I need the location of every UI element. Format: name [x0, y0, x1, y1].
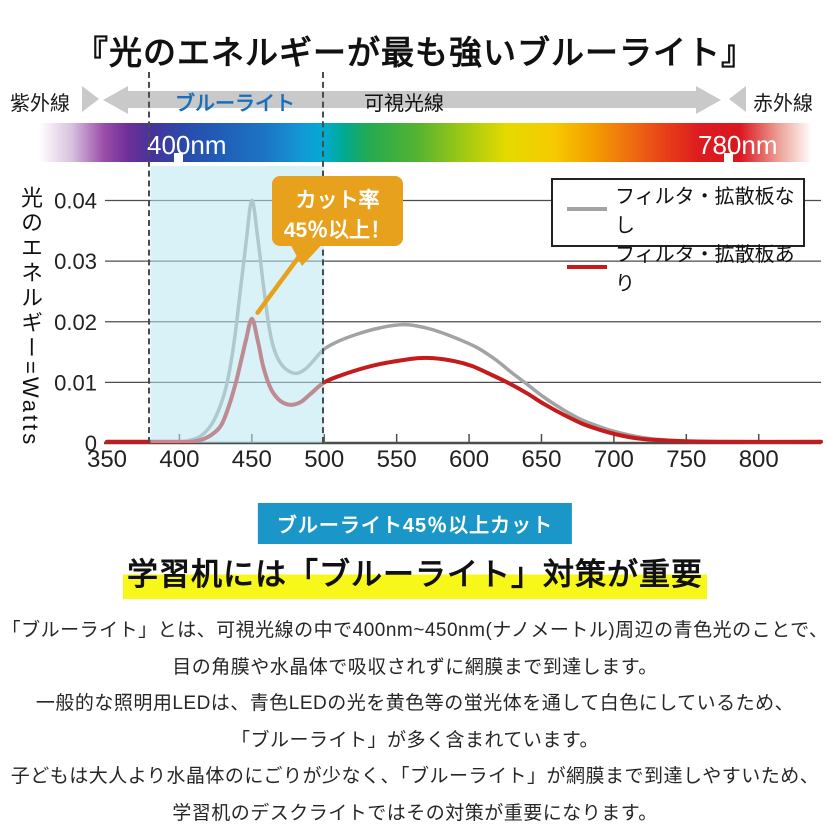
page-title: 『光のエネルギーが最も強いブルーライト』	[75, 34, 755, 71]
body-line-4: 「ブルーライト」が多く含まれています。	[230, 729, 600, 751]
bluelight-range-label: ブルーライト	[175, 93, 295, 115]
visible-light-range-label: 可視光線	[364, 93, 444, 115]
svg-text:750: 750	[666, 446, 706, 473]
legend-row-no-filter: フィルタ・拡散板なし	[567, 180, 803, 238]
legend-label-no-filter: フィルタ・拡散板なし	[615, 186, 795, 237]
spectrum-arrow-row: 紫外線 ブルーライト 可視光線 赤外線	[0, 84, 830, 116]
body-text: 「ブルーライト」とは、可視光線の中で400nm~450nm(ナノメートル)周辺の…	[0, 613, 830, 830]
bluelight-band-right-dashed-line	[322, 72, 324, 443]
legend-label-with-filter: フィルタ・拡散板あり	[615, 244, 795, 295]
svg-text:800: 800	[739, 446, 779, 473]
ir-label: 赤外線	[753, 93, 813, 115]
legend-swatch-gray	[567, 207, 607, 211]
svg-text:550: 550	[377, 446, 417, 473]
svg-text:700: 700	[594, 446, 634, 473]
range-arrow-left-head-icon	[103, 86, 128, 114]
body-line-1: 「ブルーライト」とは、可視光線の中で400nm~450nm(ナノメートル)周辺の…	[1, 620, 829, 641]
y-axis-title: 光のエネルギー=Watts	[18, 186, 43, 448]
uv-label: 紫外線	[10, 93, 70, 115]
svg-text:400: 400	[159, 446, 199, 473]
cut-rate-callout: カット率 45％以上！	[272, 176, 403, 246]
svg-text:500: 500	[304, 446, 344, 473]
range-arrow-right-head-icon	[696, 86, 721, 114]
wavelength-780nm-label: 780nm	[698, 130, 778, 160]
wavelength-400nm-tick	[174, 153, 183, 162]
body-line-6: 学習机のデスクライトではその対策が重要になります。	[172, 802, 658, 824]
svg-text:600: 600	[449, 446, 489, 473]
chart-legend: フィルタ・拡散板なし フィルタ・拡散板あり	[551, 178, 805, 295]
uv-continuation-arrow-icon	[82, 86, 99, 112]
svg-text:0.02: 0.02	[54, 310, 97, 335]
ir-continuation-arrow-icon	[729, 86, 746, 112]
cut-percentage-badge: ブルーライト45％以上カット	[257, 503, 573, 544]
wavelength-400nm-label: 400nm	[147, 130, 227, 160]
cut-rate-callout-line2: 45％以上！	[283, 219, 392, 243]
svg-text:0: 0	[85, 431, 97, 456]
cut-rate-callout-line1: カット率	[295, 189, 380, 212]
legend-row-with-filter: フィルタ・拡散板あり	[567, 238, 803, 296]
svg-text:0.03: 0.03	[54, 249, 97, 274]
svg-text:350: 350	[87, 446, 127, 473]
legend-swatch-red	[567, 265, 607, 269]
section-heading: 学習机には「ブルーライト」対策が重要	[0, 549, 830, 599]
energy-spectrum-chart: 350 400 450 500 550 600 650 700 750 800 0 0.01 0.02 0…	[54, 166, 823, 473]
svg-text:450: 450	[232, 446, 272, 473]
svg-text:0.01: 0.01	[54, 370, 97, 395]
body-line-3: 一般的な照明用LEDは、青色LEDの光を黄色等の蛍光体を通して白色にしているため…	[35, 693, 795, 714]
body-line-5: 子どもは大人より水晶体のにごりが少なく、「ブルーライト」が網膜まで到達しやすいた…	[10, 766, 820, 787]
light-spectrum-gradient-bar: 400nm 780nm	[15, 123, 820, 162]
svg-text:650: 650	[521, 446, 561, 473]
body-line-2: 目の角膜や水晶体で吸収されずに網膜まで到達します。	[172, 656, 658, 678]
highlighted-heading-text: 学習机には「ブルーライト」対策が重要	[123, 557, 707, 599]
svg-text:0.04: 0.04	[54, 189, 97, 214]
bluelight-band-left-dashed-line	[148, 72, 150, 443]
range-arrow-bar	[127, 91, 696, 108]
wavelength-780nm-tick	[724, 153, 733, 162]
